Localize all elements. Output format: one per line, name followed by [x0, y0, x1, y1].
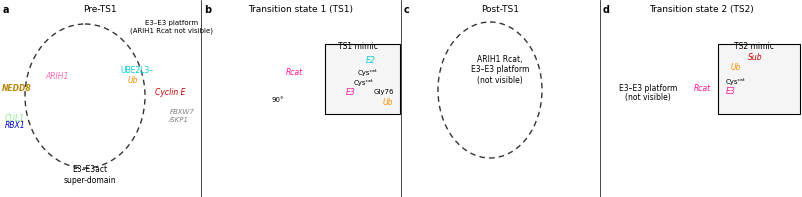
Text: Pre-TS1: Pre-TS1: [83, 5, 117, 14]
Text: Ub: Ub: [128, 75, 139, 85]
Text: E2: E2: [366, 56, 376, 64]
Text: Ub: Ub: [731, 63, 742, 72]
Text: c: c: [404, 5, 410, 15]
Bar: [718, 44, 800, 114]
Text: Cysᶜᵃᵗ: Cysᶜᵃᵗ: [358, 69, 378, 75]
Text: ARIH1: ARIH1: [45, 72, 68, 81]
Text: Cysᶜᵃᵗ: Cysᶜᵃᵗ: [726, 77, 746, 85]
Text: ARIH1 Rcat,
E3–E3 platform
(not visible): ARIH1 Rcat, E3–E3 platform (not visible): [471, 55, 529, 85]
Text: E3–E3act
super-domain: E3–E3act super-domain: [63, 165, 116, 185]
Text: Transition state 2 (TS2): Transition state 2 (TS2): [649, 5, 753, 14]
Text: TS1 mimic: TS1 mimic: [338, 42, 378, 51]
Text: d: d: [603, 5, 610, 15]
Bar: [325, 44, 400, 114]
Text: E3–E3 platform
(ARIH1 Rcat not visible): E3–E3 platform (ARIH1 Rcat not visible): [130, 20, 213, 33]
Text: UBE2L3–: UBE2L3–: [120, 65, 153, 74]
Text: Ub: Ub: [383, 98, 394, 107]
Text: Rcat: Rcat: [694, 84, 711, 93]
Bar: [718, 44, 800, 114]
Text: TS2 mimic: TS2 mimic: [734, 42, 774, 51]
Text: Gly76: Gly76: [374, 89, 395, 95]
Text: CUL1: CUL1: [5, 113, 25, 123]
Text: E3–E3 platform: E3–E3 platform: [619, 84, 677, 93]
Text: E3: E3: [726, 86, 735, 96]
Text: Post-TS1: Post-TS1: [481, 5, 519, 14]
Text: b: b: [204, 5, 211, 15]
Text: Transition state 1 (TS1): Transition state 1 (TS1): [249, 5, 354, 14]
Text: FBXW7: FBXW7: [170, 109, 195, 115]
Text: Sub: Sub: [748, 52, 763, 61]
Text: a: a: [3, 5, 10, 15]
Text: ⁄SKP1: ⁄SKP1: [170, 117, 189, 123]
Text: RBX1: RBX1: [5, 122, 26, 130]
Text: Rcat: Rcat: [286, 68, 303, 76]
Text: Cyclin E: Cyclin E: [155, 87, 185, 97]
Text: Cysᶜᵃᵗ: Cysᶜᵃᵗ: [354, 78, 374, 85]
Text: (not visible): (not visible): [625, 93, 671, 101]
Text: NEDD8: NEDD8: [2, 84, 31, 93]
Bar: [325, 44, 400, 114]
Text: 90°: 90°: [272, 97, 285, 103]
Text: E3: E3: [346, 87, 356, 97]
